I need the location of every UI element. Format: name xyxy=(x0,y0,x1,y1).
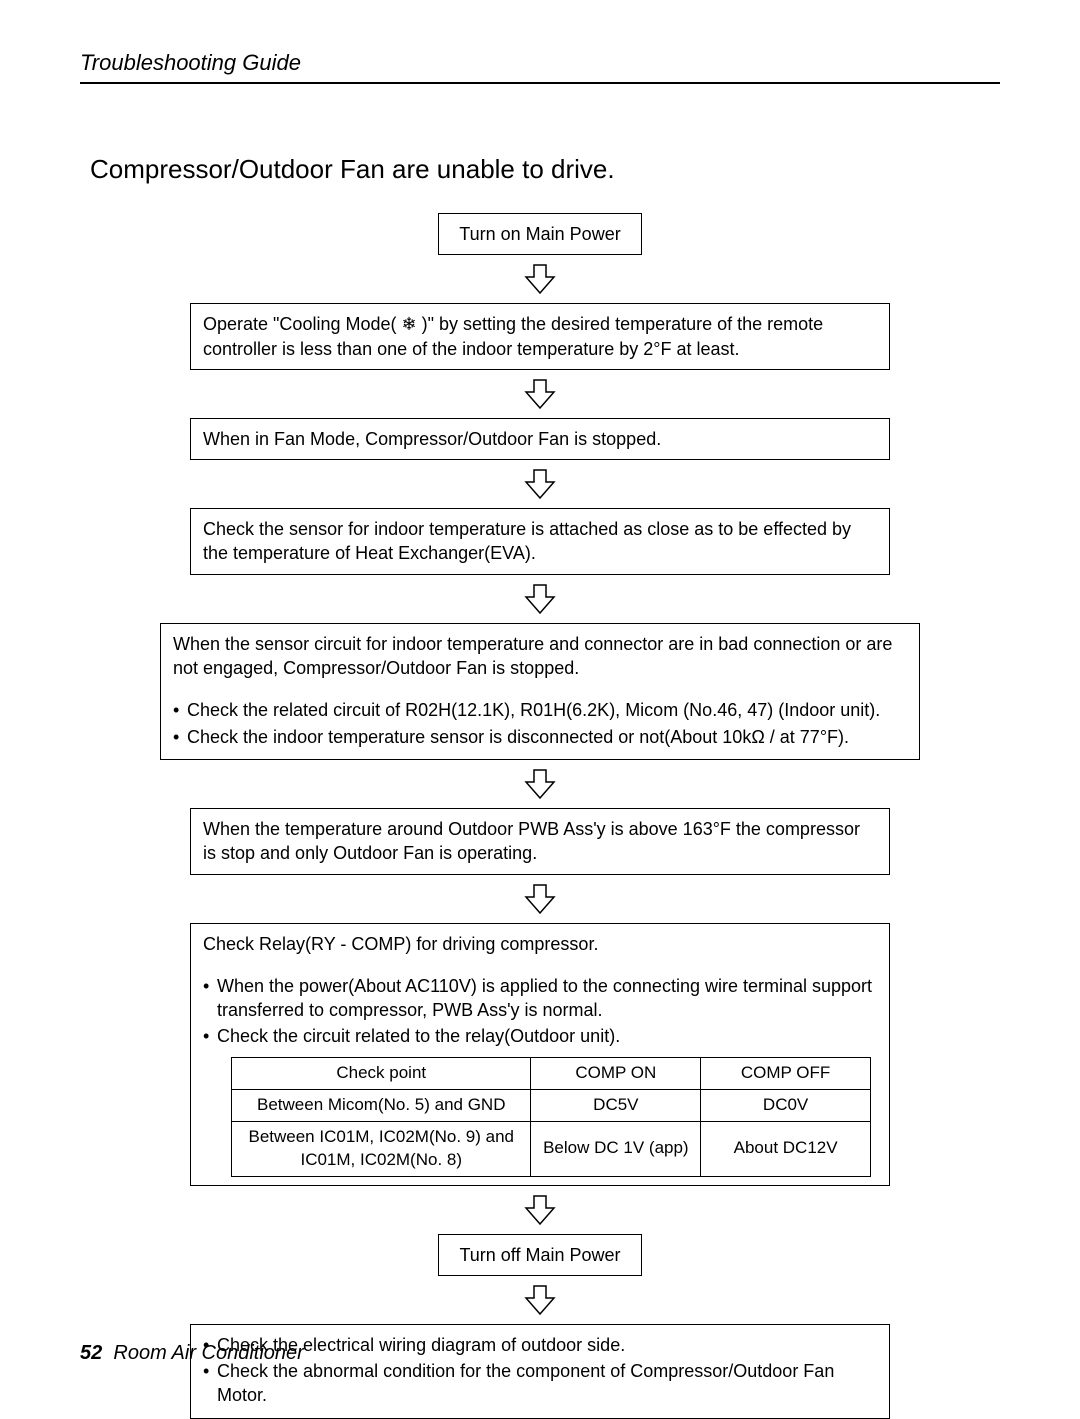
step-sensor-circuit: When the sensor circuit for indoor tempe… xyxy=(160,623,920,760)
table-header: COMP OFF xyxy=(701,1057,871,1089)
step-final-checks: Check the electrical wiring diagram of o… xyxy=(190,1324,890,1419)
bullet-item: Check the electrical wiring diagram of o… xyxy=(203,1333,877,1357)
step-pwb-temp: When the temperature around Outdoor PWB … xyxy=(190,808,890,875)
step-check-sensor: Check the sensor for indoor temperature … xyxy=(190,508,890,575)
running-header: Troubleshooting Guide xyxy=(80,50,1000,84)
bullet-item: Check the indoor temperature sensor is d… xyxy=(173,725,907,749)
down-arrow-icon xyxy=(520,583,560,615)
down-arrow-icon xyxy=(520,1194,560,1226)
table-cell: Between IC01M, IC02M(No. 9) and IC01M, I… xyxy=(232,1121,531,1176)
book-title: Room Air Conditioner xyxy=(113,1342,303,1364)
table-header: COMP ON xyxy=(531,1057,701,1089)
table-header: Check point xyxy=(232,1057,531,1089)
table-row: Between IC01M, IC02M(No. 9) and IC01M, I… xyxy=(232,1121,871,1176)
bullet-item: Check the circuit related to the relay(O… xyxy=(203,1024,877,1048)
table-row: Check point COMP ON COMP OFF xyxy=(232,1057,871,1089)
page: Troubleshooting Guide Compressor/Outdoor… xyxy=(0,0,1080,1405)
step-turn-off: Turn off Main Power xyxy=(438,1234,641,1276)
down-arrow-icon xyxy=(520,468,560,500)
step-text: When the sensor circuit for indoor tempe… xyxy=(173,632,907,681)
bullet-item: Check the abnormal condition for the com… xyxy=(203,1359,877,1408)
page-number: 52 xyxy=(80,1342,102,1364)
step-check-relay: Check Relay(RY - COMP) for driving compr… xyxy=(190,923,890,1186)
check-table: Check point COMP ON COMP OFF Between Mic… xyxy=(231,1057,871,1177)
step-turn-on: Turn on Main Power xyxy=(438,213,641,255)
bullet-item: Check the related circuit of R02H(12.1K)… xyxy=(173,698,907,722)
table-cell: About DC12V xyxy=(701,1121,871,1176)
table-cell: DC0V xyxy=(701,1089,871,1121)
down-arrow-icon xyxy=(520,883,560,915)
down-arrow-icon xyxy=(520,768,560,800)
down-arrow-icon xyxy=(520,263,560,295)
section-title: Compressor/Outdoor Fan are unable to dri… xyxy=(90,154,1000,185)
bullet-item: When the power(About AC110V) is applied … xyxy=(203,974,877,1023)
table-cell: Between Micom(No. 5) and GND xyxy=(232,1089,531,1121)
down-arrow-icon xyxy=(520,378,560,410)
table-row: Between Micom(No. 5) and GND DC5V DC0V xyxy=(232,1089,871,1121)
down-arrow-icon xyxy=(520,1284,560,1316)
table-cell: Below DC 1V (app) xyxy=(531,1121,701,1176)
step-fan-mode: When in Fan Mode, Compressor/Outdoor Fan… xyxy=(190,418,890,460)
page-footer: 52 Room Air Conditioner xyxy=(80,1342,304,1365)
step-operate-cooling: Operate "Cooling Mode( ❄ )" by setting t… xyxy=(190,303,890,370)
table-cell: DC5V xyxy=(531,1089,701,1121)
step-text: Check Relay(RY - COMP) for driving compr… xyxy=(203,932,877,956)
flowchart: Turn on Main Power Operate "Cooling Mode… xyxy=(80,213,1000,1419)
